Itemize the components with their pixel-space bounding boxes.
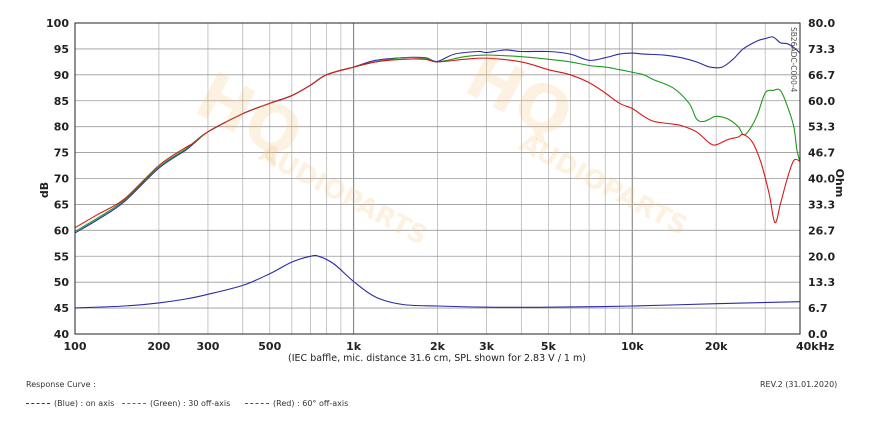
legend-swatch-blue	[26, 403, 50, 404]
legend-item-green: (Green) : 30 off-axis	[122, 399, 230, 408]
legend-label-blue: (Blue) : on axis	[54, 399, 115, 408]
y-tick-label: 75	[54, 147, 69, 160]
y-tick-label: 45	[54, 302, 69, 315]
y-tick-label: 65	[54, 198, 69, 211]
x-tick-label: 500	[258, 340, 281, 353]
y-tick-label: 100	[46, 17, 69, 30]
y2-tick-label: 33.3	[808, 198, 835, 211]
ticks: 100 200 300 500 1k 2k 3k 5k 10k 20k 40kHz 40 45 50 55 6…	[46, 17, 835, 353]
y2-axis-label: Ohm	[833, 169, 846, 198]
legend-item-blue: (Blue) : on axis	[26, 399, 114, 408]
x-tick-label: 200	[147, 340, 170, 353]
y2-tick-label: 80.0	[808, 17, 835, 30]
y-tick-label: 55	[54, 250, 69, 263]
y2-tick-label: 13.3	[808, 276, 835, 289]
legend-swatch-red	[245, 403, 269, 404]
legend-swatch-green	[122, 403, 146, 404]
series-line-impedance	[74, 254, 801, 309]
x-tick-label: 40kHz	[796, 340, 834, 353]
curves	[74, 36, 801, 309]
y2-tick-label: 46.7	[808, 147, 835, 160]
x-tick-label: 3k	[479, 340, 495, 353]
x-tick-label: 20k	[705, 340, 728, 353]
x-tick-label: 10k	[621, 340, 644, 353]
y2-tick-label: 66.7	[808, 69, 835, 82]
y2-tick-label: 26.7	[808, 224, 835, 237]
y-tick-label: 70	[54, 173, 70, 186]
y2-tick-label: 0.0	[808, 328, 828, 341]
y2-tick-label: 6.7	[808, 302, 828, 315]
x-tick-label: 100	[64, 340, 87, 353]
x-tick-label: 300	[196, 340, 219, 353]
legend-label-red: (Red) : 60° off-axis	[273, 399, 349, 408]
legend-label-green: (Green) : 30 off-axis	[150, 399, 231, 408]
x-tick-label: 5k	[541, 340, 557, 353]
y2-tick-label: 40.0	[808, 173, 835, 186]
y2-tick-label: 60.0	[808, 95, 835, 108]
y-tick-label: 95	[54, 43, 69, 56]
y2-tick-label: 20.0	[808, 250, 835, 263]
y-axis-label: dB	[38, 182, 51, 198]
x-tick-label: 1k	[346, 340, 362, 353]
x-axis-caption: (IEC baffle, mic. distance 31.6 cm, SPL …	[288, 353, 586, 364]
x-tick-label: 2k	[430, 340, 446, 353]
y2-tick-label: 53.3	[808, 121, 835, 134]
y-tick-label: 60	[54, 224, 70, 237]
y-tick-label: 85	[54, 95, 69, 108]
legend-item-red: (Red) : 60° off-axis	[245, 399, 348, 408]
y-tick-label: 90	[54, 69, 70, 82]
legend-heading: Response Curve :	[26, 380, 96, 389]
revision-label: REV.2 (31.01.2020)	[760, 380, 838, 389]
series-line-red-60	[74, 57, 801, 229]
y-tick-label: 80	[54, 121, 70, 134]
product-code: SB26ADC-C000-4	[789, 27, 798, 93]
y-tick-label: 50	[54, 276, 70, 289]
plot-frame	[74, 22, 801, 335]
y2-tick-label: 73.3	[808, 43, 835, 56]
y-tick-label: 40	[54, 328, 70, 341]
